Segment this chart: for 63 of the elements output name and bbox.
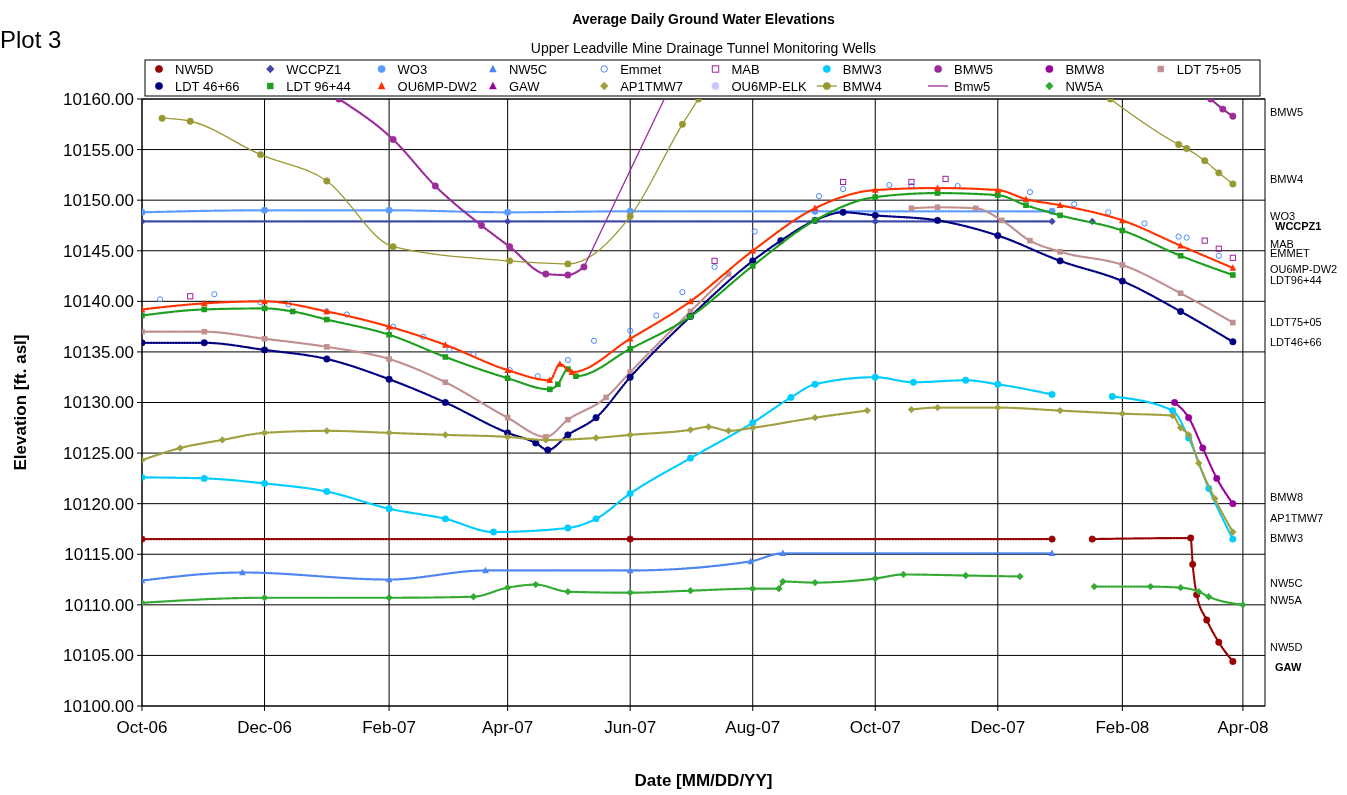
legend-label: NW5D [175, 61, 214, 77]
legend-label: LDT 96+44 [286, 78, 351, 94]
y-tick-label: 10140.00 [63, 292, 134, 312]
x-tick-label: Dec-06 [237, 718, 292, 737]
chart-subtitle: Upper Leadville Mine Drainage Tunnel Monitoring Wells [530, 40, 877, 56]
legend-label: OU6MP-ELK [731, 78, 807, 94]
text: NW5C [1270, 576, 1303, 589]
text: LDT75+05 [1270, 315, 1322, 328]
legend-label: WO3 [397, 61, 428, 77]
y-tick-label: 10150.00 [63, 191, 134, 211]
text: NW5D [1270, 640, 1303, 653]
text: MAB [1270, 237, 1294, 250]
text: LDT96+44 [1270, 273, 1322, 286]
y-tick-label: 10130.00 [63, 393, 134, 413]
y-tick-label: 10115.00 [64, 545, 134, 565]
text: AP1TMW7 [1270, 511, 1324, 524]
legend-label: LDT 46+66 [175, 78, 240, 94]
legend-label: OU6MP-DW2 [397, 78, 478, 94]
chart-title: Average Daily Ground Water Elevations [572, 11, 836, 27]
y-tick-label: 10125.00 [63, 444, 134, 464]
legend-label: BMW5 [954, 61, 994, 77]
text: BMW5 [1270, 105, 1303, 118]
text: OU6MP-DW2 [1270, 262, 1338, 275]
text: GAW [1275, 660, 1302, 673]
legend-label: AP1TMW7 [620, 78, 684, 94]
legend-label: BMW4 [842, 78, 882, 94]
legend-label: Emmet [620, 61, 662, 77]
legend-label: NW5C [508, 61, 548, 77]
x-tick-label: Oct-07 [849, 718, 901, 737]
x-tick-label: Dec-07 [970, 718, 1026, 737]
y-tick-label: 10100.00 [63, 696, 134, 716]
text: LDT46+66 [1270, 335, 1322, 348]
text: WO3 [1270, 209, 1296, 222]
legend-label: Bmw5 [954, 78, 991, 94]
text: WCCPZ1 [1275, 219, 1322, 232]
x-axis-title: Date [MM/DD/YY] [634, 771, 773, 790]
legend-label: NW5A [1065, 78, 1104, 94]
x-tick-label: Jun-07 [604, 718, 657, 737]
text: BMW4 [1270, 172, 1303, 185]
y-tick-label: 10105.00 [63, 646, 134, 666]
text: BMW8 [1270, 490, 1303, 503]
y-tick-label: 10110.00 [64, 595, 134, 615]
legend-label: WCCPZ1 [286, 61, 342, 77]
text: NW5A [1270, 593, 1303, 606]
x-tick-label: Aug-07 [725, 718, 781, 737]
legend-label: BMW3 [842, 61, 882, 77]
legend-label: BMW8 [1065, 61, 1105, 77]
y-axis-title: Elevation [ft. asl] [11, 334, 30, 471]
x-tick-label: Apr-07 [482, 718, 534, 737]
text: Plot 3 [0, 26, 62, 53]
legend-label: LDT 75+05 [1176, 61, 1242, 77]
y-tick-label: 10135.00 [63, 342, 134, 362]
x-tick-label: Oct-06 [116, 718, 168, 737]
y-tick-label: 10160.00 [63, 89, 134, 109]
y-tick-label: 10120.00 [63, 494, 134, 514]
legend-label: MAB [731, 61, 760, 77]
x-tick-label: Apr-08 [1217, 718, 1269, 737]
text: BMW3 [1270, 531, 1303, 544]
x-tick-label: Feb-07 [362, 718, 417, 737]
y-tick-label: 10155.00 [63, 140, 134, 160]
y-tick-label: 10145.00 [63, 241, 134, 261]
x-tick-label: Feb-08 [1095, 718, 1150, 737]
legend-label: GAW [508, 78, 541, 94]
